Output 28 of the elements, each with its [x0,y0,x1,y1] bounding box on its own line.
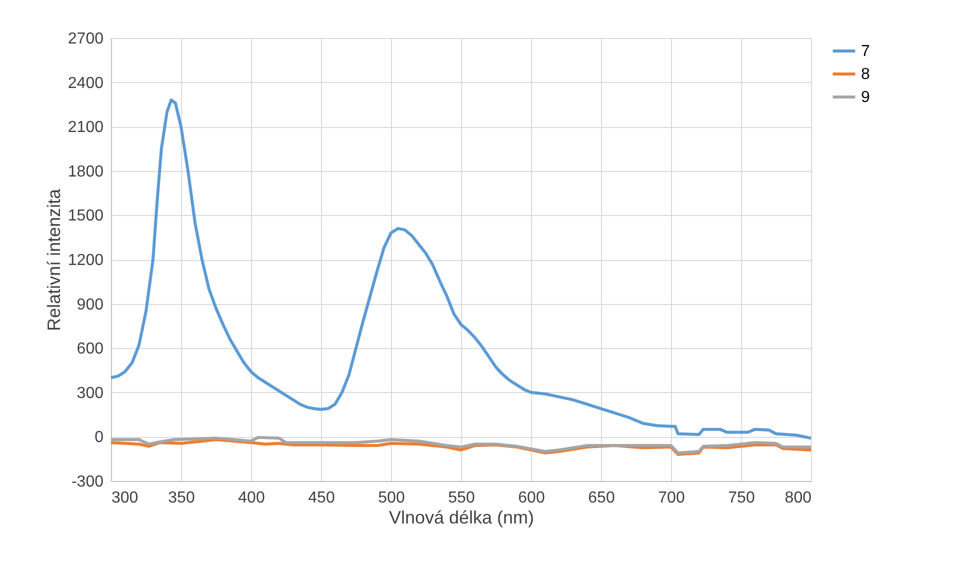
x-tick-label: 650 [588,490,615,506]
x-tick-label: 500 [378,490,405,506]
x-tick-label: 300 [112,490,138,506]
x-tick-label: 350 [168,490,195,506]
y-tick-label: -300 [71,474,104,490]
line-series [110,98,812,440]
x-axis-title: Vlnová délka (nm) [388,508,534,528]
y-tick-label: 600 [76,340,104,358]
x-tick-label: 750 [728,490,755,506]
y-tick-label: 1800 [68,163,104,180]
legend-label: 8 [861,66,870,83]
y-tick-label: 900 [76,296,104,314]
x-tick-label: 600 [518,490,545,506]
legend-label: 9 [861,89,870,106]
y-tick-label: 1200 [68,252,104,269]
y-tick-label: 300 [76,384,104,402]
legend-label: 7 [861,43,870,60]
x-tick-label: 400 [238,490,265,506]
y-tick-label: 2400 [68,74,104,92]
y-tick-label: 2100 [68,119,104,136]
y-tick-label: 2700 [68,30,104,48]
x-tick-label: 800 [784,490,812,506]
y-tick-label: 0 [94,429,104,446]
x-tick-label: 550 [448,490,475,506]
x-tick-label: 450 [308,490,335,506]
y-tick-label: 1500 [68,208,104,225]
y-axis-title: Relativní intenzita [44,188,64,332]
x-tick-label: 700 [658,490,685,506]
